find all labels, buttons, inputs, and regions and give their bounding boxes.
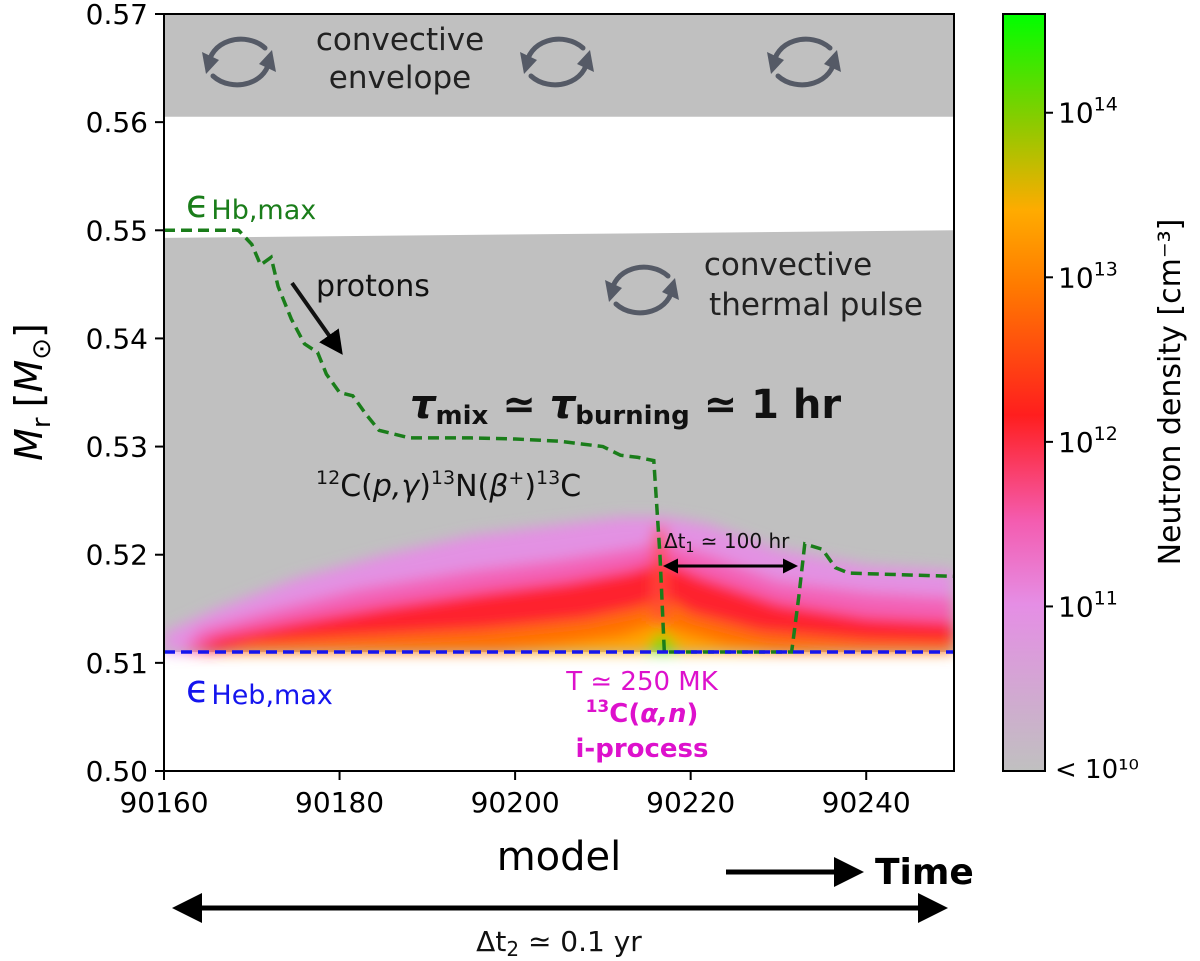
x-tick-label: 90160 xyxy=(119,786,208,819)
colorbar-tick-label: 1012 xyxy=(1058,423,1118,459)
envelope-label-line2: envelope xyxy=(329,60,471,96)
c13-alpha-n-label: 13C(α,n) xyxy=(586,697,699,729)
y-axis-label: Mr[M⊙] xyxy=(7,323,57,461)
time-label: Time xyxy=(875,852,974,893)
y-tick-label: 0.52 xyxy=(86,539,148,572)
iprocess-label: i-process xyxy=(576,734,709,764)
y-tick-label: 0.55 xyxy=(86,214,148,247)
envelope-label-line1: convective xyxy=(316,22,484,58)
x-tick-label: 90240 xyxy=(822,786,911,819)
y-label-unit-m: M xyxy=(7,360,51,393)
y-tick-label: 0.50 xyxy=(86,755,148,788)
y-label-sub: r xyxy=(27,417,57,428)
y-label-open: [ xyxy=(7,393,51,408)
x-axis: 90160 90180 90200 90220 90240 xyxy=(119,771,911,819)
colorbar-tick-label: 1014 xyxy=(1058,94,1118,130)
x-axis-label: model xyxy=(497,834,622,880)
dt2-label: Δt2 ≃ 0.1 yr xyxy=(476,925,642,961)
y-tick-label: 0.56 xyxy=(86,106,148,139)
colorbar-ticks: 1011 1012 1013 1014 xyxy=(1045,94,1118,623)
temperature-label: T ≃ 250 MK xyxy=(565,667,719,697)
convection-arrows-icon xyxy=(605,264,679,316)
dt1-label: Δt1 ≃ 100 hr xyxy=(664,529,790,556)
heatmap-layer-1e12 xyxy=(190,560,954,653)
c12-reaction-label: 12C(p,γ)13N(β+)13C xyxy=(316,467,581,504)
y-tick-label: 0.53 xyxy=(86,431,148,464)
colorbar-tick-label: 1013 xyxy=(1058,258,1118,294)
heatmap-layer-1e13 xyxy=(216,597,954,653)
x-tick-label: 90180 xyxy=(295,786,384,819)
protons-arrow xyxy=(290,281,343,355)
protons-label: protons xyxy=(316,269,430,304)
y-tick-label: 0.54 xyxy=(86,322,148,355)
convection-arrows-icon xyxy=(520,36,594,88)
colorbar-min-label: < 10¹⁰ xyxy=(1055,755,1139,785)
colorbar-tick-label: 1011 xyxy=(1058,587,1118,623)
epsilon-hb-label: ϵHb,max xyxy=(186,182,316,226)
y-label-unit-sun: ⊙ xyxy=(27,338,57,360)
y-label-m: M xyxy=(7,428,51,461)
x-tick-label: 90200 xyxy=(471,786,560,819)
y-tick-label: 0.51 xyxy=(86,647,148,680)
convective-envelope-region xyxy=(164,14,954,117)
heatmap-layer-3e13 xyxy=(497,625,779,653)
colorbar xyxy=(1002,13,1046,772)
svg-text:Mr[M⊙]: Mr[M⊙] xyxy=(7,323,57,461)
colorbar-label: Neutron density [cm⁻³] xyxy=(1153,219,1188,566)
convection-arrows-icon xyxy=(202,36,276,88)
y-label-close: ] xyxy=(7,323,51,338)
tau-label: τmix ≃ τburning ≃ 1 hr xyxy=(410,382,841,431)
epsilon-heb-label: ϵHeb,max xyxy=(186,667,333,711)
convection-arrows-icon xyxy=(767,36,841,88)
x-tick-label: 90220 xyxy=(646,786,735,819)
convection-icons xyxy=(202,36,841,316)
y-axis: 0.50 0.51 0.52 0.53 0.54 0.55 0.56 0.57 xyxy=(86,0,164,788)
y-tick-label: 0.57 xyxy=(86,0,148,31)
neutron-density-heatmap xyxy=(164,516,954,653)
pulse-label-line1: convective xyxy=(704,247,872,283)
plot-frame xyxy=(163,13,955,772)
pulse-label-line2: thermal pulse xyxy=(709,287,923,323)
